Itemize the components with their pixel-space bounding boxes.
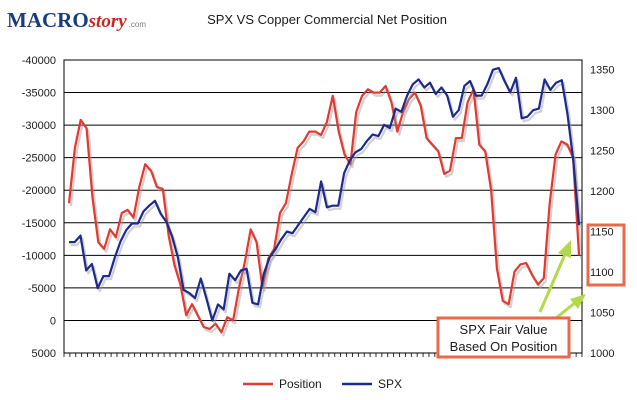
left-axis: -40000 -35000 -30000 -25000 -20000 -15000 -100… — [22, 55, 56, 360]
series-line-spx — [69, 67, 581, 322]
left-tick-label: 0 — [50, 315, 56, 327]
left-tick-label: -35000 — [22, 88, 56, 100]
right-tick-label: 1300 — [590, 105, 614, 117]
left-tick-label: -20000 — [22, 185, 56, 197]
right-tick-label: 1200 — [590, 186, 614, 198]
logo-text-macro: MACROstory .com — [7, 8, 146, 32]
left-tick-label: -15000 — [22, 218, 56, 230]
series-line-position — [67, 84, 581, 334]
legend-label-spx: SPX — [378, 377, 402, 391]
fair-value-line1: SPX Fair Value — [460, 322, 548, 337]
left-tick-label: -40000 — [22, 55, 56, 67]
left-tick-label: -5000 — [28, 283, 56, 295]
arrow-to-position — [538, 251, 568, 313]
fair-value-range-box — [586, 223, 626, 287]
legend-label-position: Position — [279, 377, 322, 391]
right-tick-label: 1350 — [590, 65, 614, 77]
macrostory-logo: MACROstory .com — [7, 8, 146, 32]
legend: Position SPX — [243, 377, 402, 391]
right-tick-label: 1050 — [590, 308, 614, 320]
gridlines — [64, 92, 582, 321]
series-shadow-spx — [71, 70, 583, 325]
right-tick-label: 1250 — [590, 146, 614, 158]
chart-title: SPX VS Copper Commercial Net Position — [207, 12, 447, 27]
right-tick-label: 1100 — [590, 267, 614, 279]
right-tick-label: 1150 — [590, 227, 614, 239]
left-tick-label: 5000 — [32, 348, 56, 360]
series-layer — [67, 67, 583, 337]
right-axis: 1000 1050 1100 1150 1200 1250 1300 1350 — [590, 65, 614, 360]
arrow-to-axis — [555, 300, 577, 320]
fair-value-annotation: SPX Fair Value Based On Position — [436, 316, 571, 359]
fair-value-line2: Based On Position — [450, 339, 558, 354]
left-tick-label: -10000 — [22, 250, 56, 262]
left-tick-label: -30000 — [22, 120, 56, 132]
plot-frame — [63, 59, 583, 354]
fair-value-label-box — [436, 316, 571, 359]
right-tick-label: 1000 — [590, 348, 614, 360]
arrow-head-position — [558, 240, 571, 258]
annotation-arrows — [538, 240, 586, 320]
arrow-head-axis — [570, 294, 586, 309]
left-tick-label: -25000 — [22, 153, 56, 165]
